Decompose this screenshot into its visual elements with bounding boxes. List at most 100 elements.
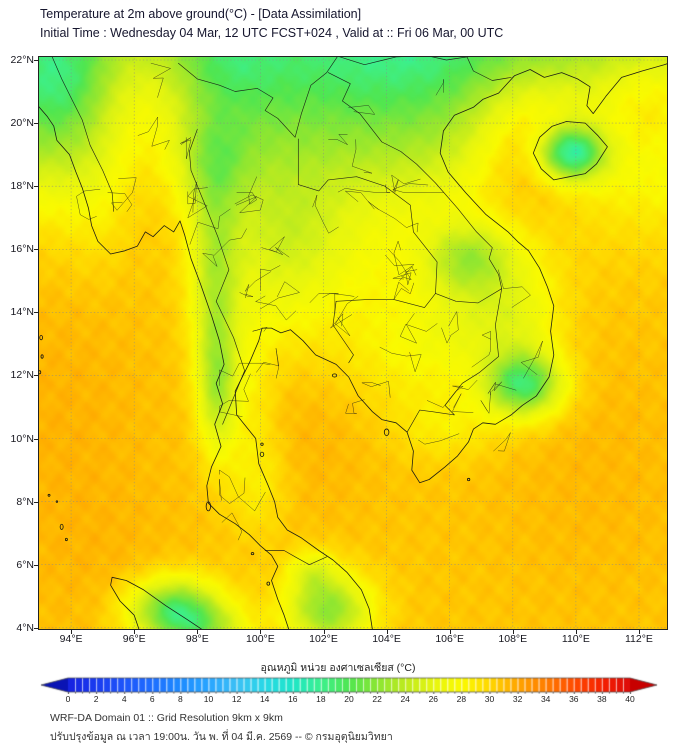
- map-line: [76, 188, 101, 220]
- map-line: [219, 373, 251, 417]
- island-outline: [260, 442, 264, 446]
- island-outline: [331, 373, 338, 378]
- lon-tick-mark: [324, 630, 325, 634]
- lon-tick-mark: [513, 630, 514, 634]
- colorbar-tick-label: 0: [65, 694, 71, 704]
- island-outline: [40, 354, 44, 359]
- lon-tick-mark: [450, 630, 451, 634]
- map-line: [471, 331, 491, 368]
- island-outline: [467, 477, 471, 482]
- island-outline: [47, 493, 51, 497]
- lat-tick-label: 20°N: [10, 117, 34, 130]
- map-line: [239, 292, 254, 297]
- map-line: [187, 181, 197, 213]
- map-line: [345, 399, 365, 414]
- lon-tick-label: 110°E: [561, 633, 590, 645]
- lon-tick-mark: [134, 630, 135, 634]
- lat-tick-mark: [34, 312, 38, 313]
- map-borders-overlay: [38, 56, 668, 630]
- colorbar-tick-label: 22: [372, 694, 382, 704]
- lat-tick-label: 16°N: [10, 243, 34, 256]
- colorbar-tick-label: 28: [456, 694, 467, 704]
- map-line: [107, 192, 133, 212]
- map-line: [379, 346, 422, 373]
- map-line: [328, 134, 348, 145]
- map-line: [417, 433, 460, 445]
- island-outline: [64, 537, 68, 542]
- lon-tick-mark: [260, 630, 261, 634]
- island-outline: [205, 501, 211, 512]
- lat-tick-mark: [34, 439, 38, 440]
- map-line: [361, 381, 391, 398]
- lon-tick-label: 112°E: [624, 633, 653, 645]
- lat-tick-label: 12°N: [10, 369, 34, 382]
- map-line: [452, 393, 474, 413]
- map-line: [189, 129, 245, 425]
- map-line: [348, 105, 375, 115]
- map-line: [234, 63, 668, 630]
- map-line: [178, 56, 339, 138]
- map-line: [392, 183, 444, 193]
- map-line: [327, 72, 503, 290]
- footer-domain-info: WRF-DA Domain 01 :: Grid Resolution 9km …: [50, 712, 283, 724]
- island-outline: [259, 451, 265, 457]
- map-line: [322, 293, 355, 298]
- map-line: [264, 550, 328, 566]
- lat-tick-label: 8°N: [16, 495, 34, 508]
- map-line: [487, 381, 517, 394]
- island-outline: [250, 552, 255, 556]
- lon-tick-label: 96°E: [122, 633, 146, 645]
- colorbar-tick-label: 18: [316, 694, 326, 704]
- colorbar-tick-label: 14: [259, 694, 270, 704]
- map-line: [297, 138, 438, 308]
- map-frame: [38, 56, 668, 630]
- map-line: [255, 295, 297, 321]
- lon-tick-label: 102°E: [309, 633, 338, 645]
- map-line: [187, 187, 208, 219]
- colorbar-tick-label: 38: [597, 694, 607, 704]
- map-line: [189, 208, 231, 245]
- map-plot-area: [38, 56, 668, 630]
- colorbar-tick-label: 4: [121, 694, 127, 704]
- map-line: [532, 121, 608, 181]
- lat-tick-mark: [34, 186, 38, 187]
- map-line: [219, 477, 246, 504]
- map-line: [219, 362, 271, 386]
- map-line: [428, 56, 512, 81]
- colorbar-tick-label: 34: [540, 694, 551, 704]
- lon-tick-mark: [197, 630, 198, 634]
- colorbar-tick-label: 36: [569, 694, 579, 704]
- map-line: [388, 248, 412, 280]
- map-line: [244, 271, 272, 299]
- map-line: [150, 62, 171, 98]
- footer-update-info: ปรับปรุงข้อมูล ณ เวลา 19:00น. วัน พ. ที่…: [50, 731, 393, 743]
- colorbar-tick-label: 26: [428, 694, 439, 704]
- map-line: [520, 340, 543, 379]
- map-line: [252, 326, 268, 332]
- lon-tick-mark: [576, 630, 577, 634]
- island-outline: [39, 334, 43, 341]
- colorbar-canvas: [0, 676, 676, 694]
- map-line: [259, 281, 300, 310]
- map-line: [137, 116, 170, 150]
- lon-tick-mark: [71, 630, 72, 634]
- map-line: [110, 576, 203, 630]
- map-line: [441, 311, 459, 344]
- map-line: [221, 512, 243, 541]
- lon-tick-label: 104°E: [372, 633, 401, 645]
- island-outline: [266, 581, 271, 586]
- lat-tick-mark: [34, 375, 38, 376]
- map-line: [337, 56, 414, 66]
- lat-tick-label: 14°N: [10, 306, 34, 319]
- lon-tick-mark: [639, 630, 640, 634]
- map-line: [309, 293, 339, 314]
- map-line: [260, 265, 281, 291]
- colorbar-tick-label: 10: [203, 694, 214, 704]
- map-line: [234, 194, 264, 214]
- map-line: [435, 288, 503, 304]
- map-subtitle-init-time: Initial Time : Wednesday 04 Mar, 12 UTC …: [40, 26, 504, 40]
- map-line: [399, 313, 438, 344]
- map-line: [256, 348, 280, 379]
- map-line: [337, 184, 391, 193]
- colorbar-tick-label: 16: [288, 694, 298, 704]
